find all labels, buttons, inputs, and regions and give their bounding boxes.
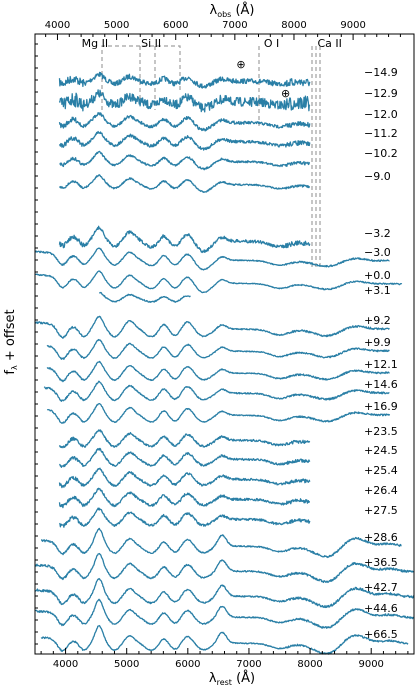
phase-label-13: +12.1 xyxy=(364,358,398,371)
top-tick-label-4: 7000 xyxy=(222,20,247,31)
phase-label-24: +44.6 xyxy=(364,602,398,615)
spectrum-20 xyxy=(58,507,311,528)
top-tick-label-6: 9000 xyxy=(340,20,365,31)
telluric-marker-2: ⊕ xyxy=(281,87,290,100)
phase-label-6: −9.0 xyxy=(364,170,391,183)
x-top-sub: obs xyxy=(217,10,231,19)
phase-label-5: −10.2 xyxy=(364,147,398,160)
spectrum-19 xyxy=(58,487,310,509)
y-axis-label: fλ + offset xyxy=(3,309,19,374)
phase-label-3: −12.0 xyxy=(364,108,398,121)
spectrum-1 xyxy=(58,71,311,89)
line-id-4: Ca II xyxy=(317,37,341,50)
spectrum-9 xyxy=(34,270,403,294)
phase-label-12: +9.9 xyxy=(364,336,391,349)
x-axis-top-label: λobs (Å) xyxy=(209,2,254,19)
bottom-tick-label-3: 6000 xyxy=(175,659,200,670)
spectrum-22 xyxy=(34,552,415,584)
top-axis: 4000 5000 6000 7000 8000 9000 xyxy=(45,20,401,40)
spectrum-12 xyxy=(46,338,390,360)
spectrum-4 xyxy=(58,130,311,151)
spectrum-17 xyxy=(58,447,311,468)
spectrum-8 xyxy=(34,247,390,271)
spectrum-18 xyxy=(58,467,311,489)
line-id-labels: Mg II Si II O I Ca II ⊕ ⊕ xyxy=(82,37,342,100)
bottom-tick-label-2: 5000 xyxy=(114,659,139,670)
phase-label-16: +23.5 xyxy=(364,425,398,438)
spectrum-13 xyxy=(46,360,390,383)
phase-label-22: +36.5 xyxy=(364,556,398,569)
phase-label-4: −11.2 xyxy=(364,127,398,140)
bottom-tick-label-5: 8000 xyxy=(297,659,322,670)
spectrum-16 xyxy=(58,429,311,449)
spectrum-11 xyxy=(34,315,390,339)
spectrum-24 xyxy=(34,598,415,629)
phase-label-9: +0.0 xyxy=(364,269,391,282)
y-f: f xyxy=(3,370,18,375)
spectrum-25 xyxy=(40,624,409,655)
phase-label-21: +28.6 xyxy=(364,531,398,544)
spectrum-2 xyxy=(58,89,311,113)
phase-label-23: +42.7 xyxy=(364,581,398,594)
x-bottom-lambda: λ xyxy=(209,671,217,686)
phase-label-17: +24.5 xyxy=(364,444,398,457)
spectrum-7 xyxy=(58,225,311,254)
y-rest: + offset xyxy=(3,309,18,365)
top-tick-label-2: 5000 xyxy=(104,20,129,31)
bottom-tick-label-6: 9000 xyxy=(358,659,383,670)
top-tick-label-1: 4000 xyxy=(45,20,70,31)
line-id-2: Si II xyxy=(141,37,161,50)
phase-label-18: +25.4 xyxy=(364,464,398,477)
phase-label-25: +66.5 xyxy=(364,628,398,641)
spectrum-3 xyxy=(58,111,311,132)
phase-label-20: +27.5 xyxy=(364,504,398,517)
spectrum-5 xyxy=(59,150,311,171)
phase-label-1: −14.9 xyxy=(364,66,398,79)
top-tick-label-5: 8000 xyxy=(281,20,306,31)
phase-label-8: −3.0 xyxy=(364,246,391,259)
x-top-lambda: λ xyxy=(209,3,217,18)
spectrum-6 xyxy=(58,174,310,193)
top-tick-label-3: 6000 xyxy=(163,20,188,31)
phase-label-2: −12.9 xyxy=(364,87,398,100)
phase-label-14: +14.6 xyxy=(364,378,398,391)
phase-label-15: +16.9 xyxy=(364,400,398,413)
bottom-tick-label-1: 4000 xyxy=(53,659,78,670)
x-bottom-unit: (Å) xyxy=(232,670,255,686)
phase-label-7: −3.2 xyxy=(364,227,391,240)
line-id-1: Mg II xyxy=(82,37,108,50)
spectrum-10 xyxy=(99,291,191,303)
spectrum-15 xyxy=(46,403,391,424)
phase-label-11: +9.2 xyxy=(364,314,391,327)
phase-label-10: +3.1 xyxy=(364,284,391,297)
spectra-group xyxy=(34,71,415,655)
x-top-unit: (Å) xyxy=(231,2,254,18)
spectrum-23 xyxy=(34,577,415,609)
phase-labels: −14.9 −12.9 −12.0 −11.2 −10.2 −9.0 −3.2 −3.0 +0.… xyxy=(364,66,398,641)
spectrum-21 xyxy=(40,527,402,559)
bottom-axis: 4000 5000 6000 7000 8000 9000 xyxy=(35,43,409,670)
x-axis-bottom-label: λrest (Å) xyxy=(209,670,255,687)
telluric-marker-1: ⊕ xyxy=(236,58,245,71)
x-bottom-sub: rest xyxy=(217,678,232,687)
phase-label-19: +26.4 xyxy=(364,484,398,497)
bottom-tick-label-4: 7000 xyxy=(236,659,261,670)
y-sub: λ xyxy=(10,365,19,370)
spectrum-14 xyxy=(43,380,390,402)
line-id-3: O I xyxy=(264,37,279,50)
